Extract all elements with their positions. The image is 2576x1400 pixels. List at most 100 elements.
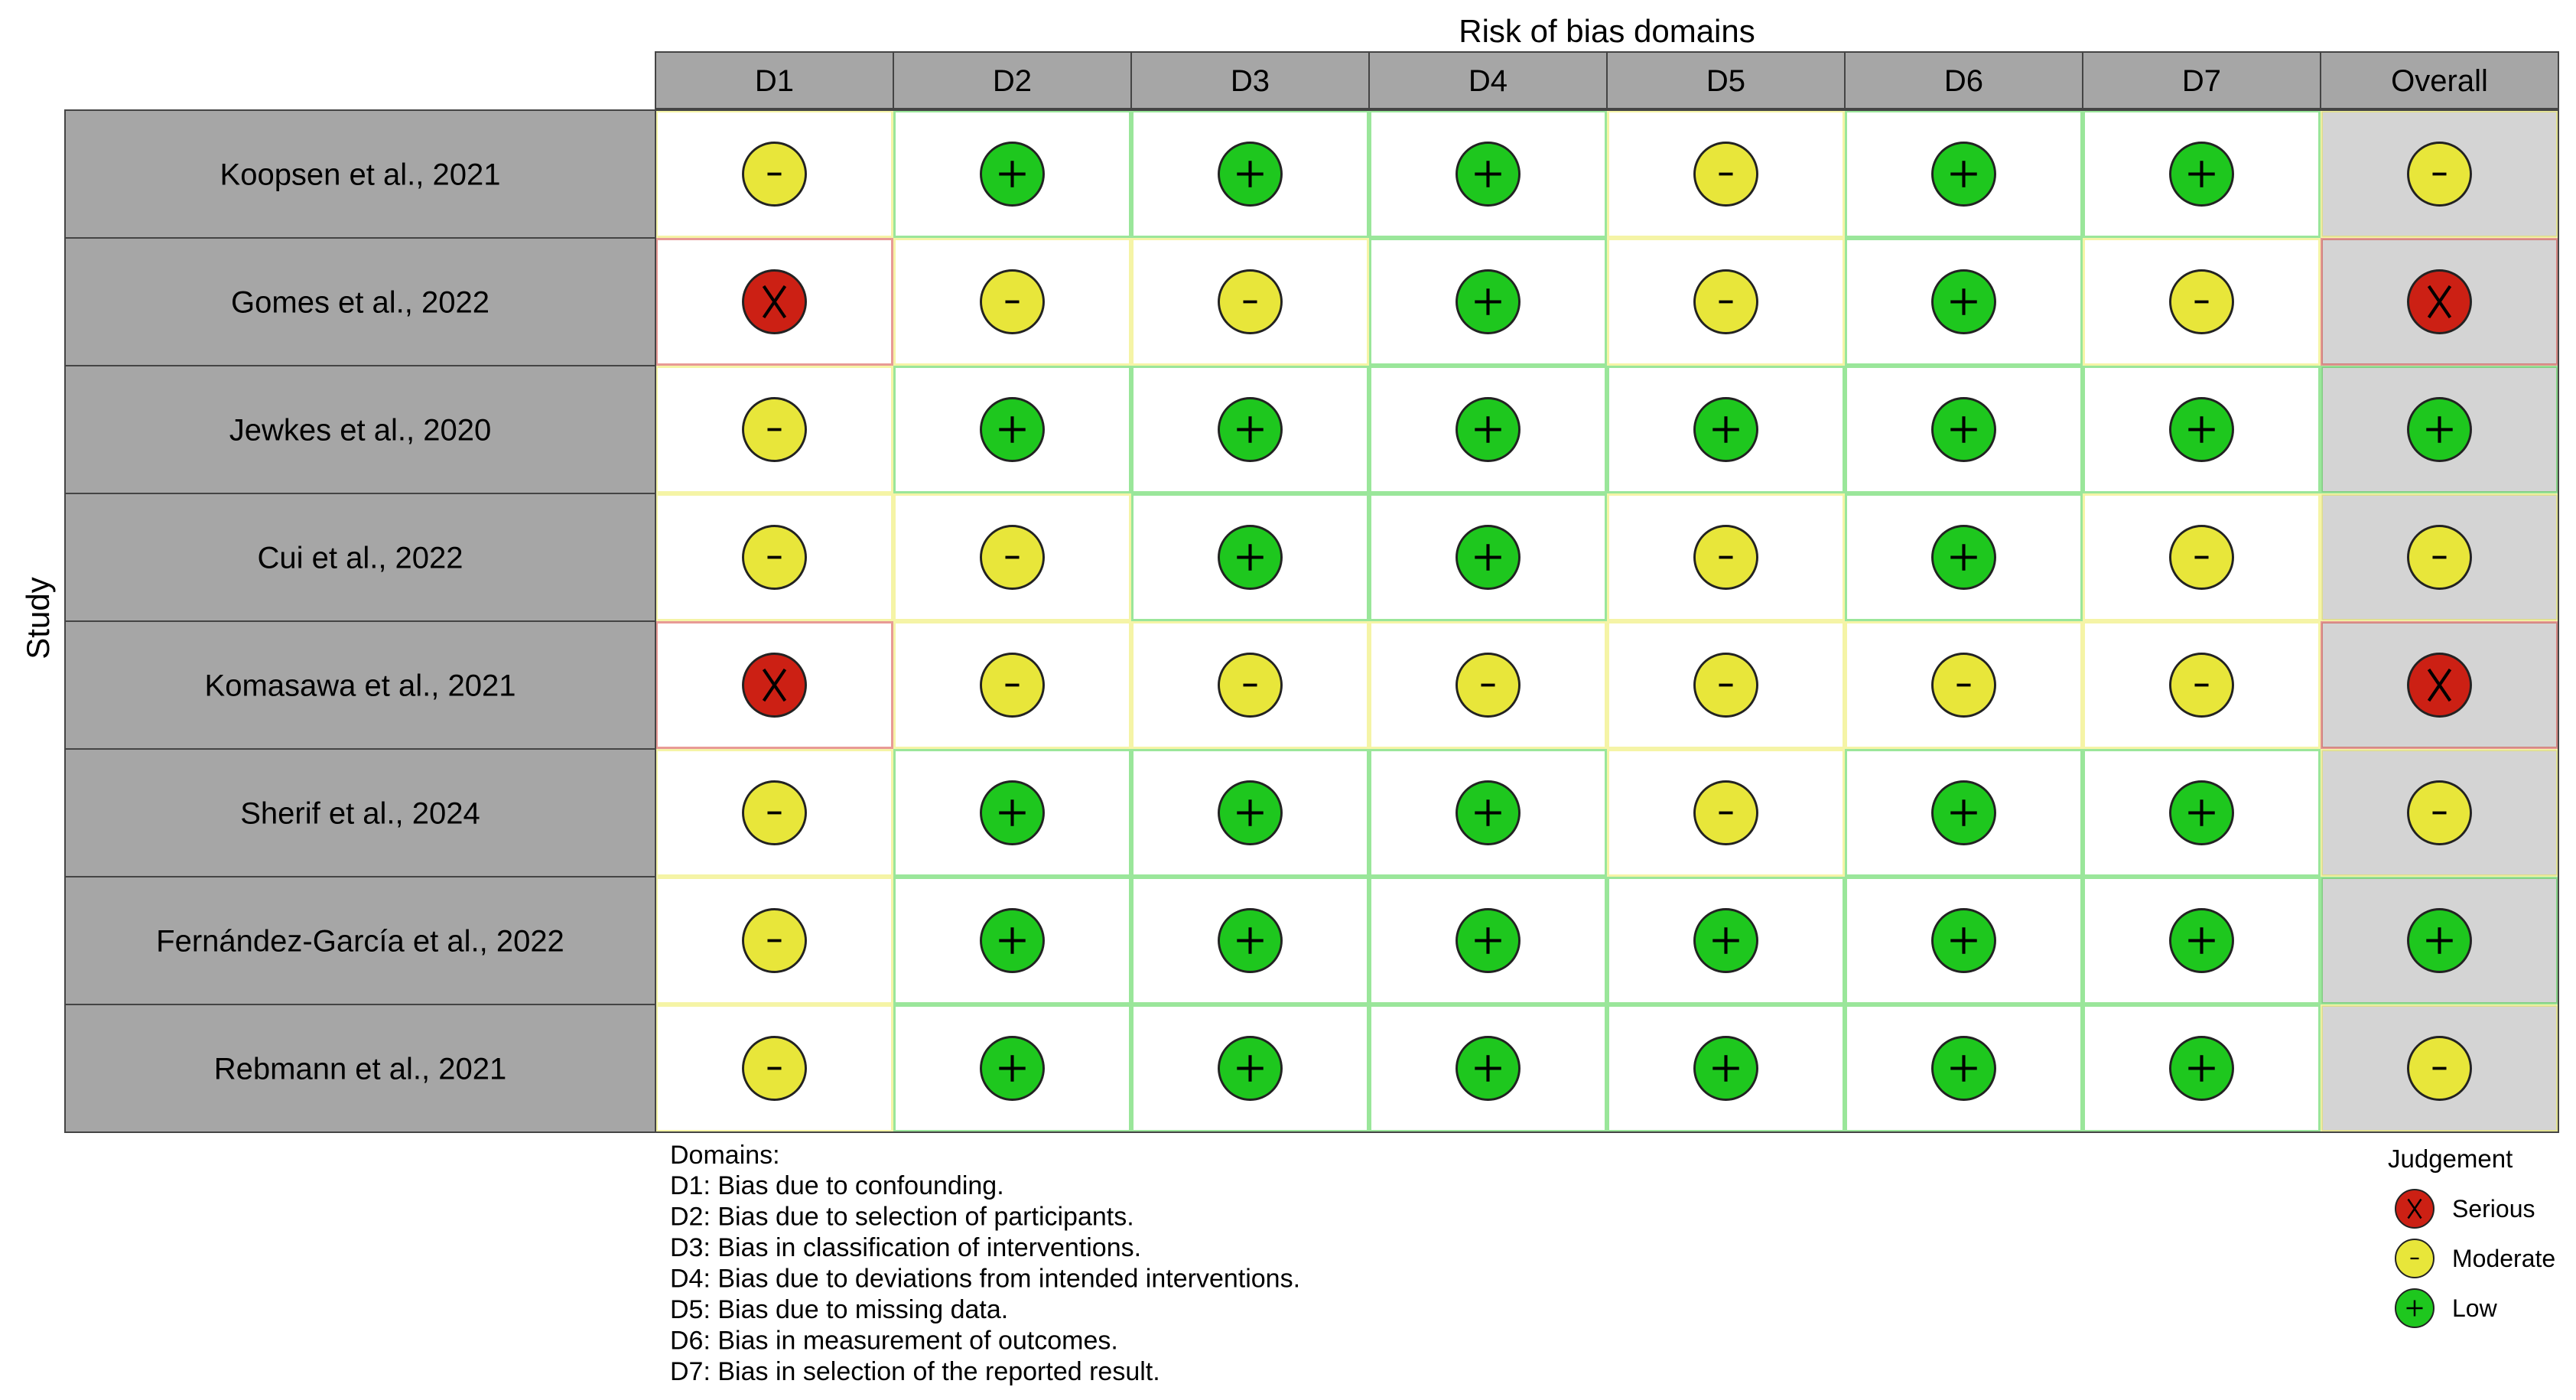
judgement-low-d5 [1693,1036,1758,1101]
legend-moderate-symbol [2395,1239,2435,1278]
study-label-cell [64,237,656,366]
judgement-moderate-d5 [1693,142,1758,207]
judgement-low-d3 [1218,142,1283,207]
plus-icon [1475,927,1501,954]
column-header-d4: D4 [1368,51,1608,109]
judgement-low-d3 [1218,780,1283,845]
judgement-cell [2321,877,2558,1004]
plus-icon [1950,288,1977,315]
domains-title: Domains: [670,1141,780,1170]
plus-icon [999,927,1026,954]
judgement-serious-d1 [742,653,807,718]
study-row: Rebmann et al., 2021 [64,1004,2558,1133]
domain-definition: D6: Bias in measurement of outcomes. [670,1327,1118,1356]
judgement-moderate-d1 [742,525,807,590]
study-label: Sherif et al., 2024 [240,797,480,831]
judgement-low-d4 [1456,142,1521,207]
column-header-cell [2320,51,2559,109]
domains-key: Domains: D1: Bias due to confounding. D2:… [670,1141,1300,1386]
column-header-label: D2 [993,64,1032,98]
judgement-cell [893,110,1131,238]
plus-icon [2426,416,2453,443]
judgement-low-d3 [1218,397,1283,462]
plus-icon [999,799,1026,826]
column-header-label: D7 [2182,64,2221,98]
study-label: Gomes et al., 2022 [231,286,490,320]
plus-icon [999,416,1026,443]
judgement-low-d4 [1456,780,1521,845]
plus-icon [999,1055,1026,1082]
column-header-d2: D2 [893,51,1132,109]
column-header-label: D1 [755,64,794,98]
column-header-cell [893,51,1132,109]
judgement-moderate-d1 [742,780,807,845]
judgement-low-d7 [2169,780,2234,845]
plus-icon [2188,927,2215,954]
domain-definition: D1: Bias due to confounding. [670,1171,1004,1200]
judgement-low-d2 [980,1036,1045,1101]
judgement-low-d6 [1931,780,1996,845]
legend-label-moderate: Moderate [2452,1245,2555,1272]
plus-icon [1950,161,1977,187]
study-label: Cui et al., 2022 [257,542,463,575]
judgement-moderate-d1 [742,397,807,462]
legend-serious-symbol [2395,1189,2435,1229]
judgement-low-d5 [1693,397,1758,462]
plus-icon [1950,544,1977,571]
judgement-serious-overall [2407,653,2472,718]
cross-icon [2427,668,2452,702]
column-header-d7: D7 [2082,51,2321,109]
cross-icon [762,668,787,702]
judgement-moderate-d1 [742,1036,807,1101]
plus-icon [1950,799,1977,826]
column-header-label: D6 [1944,64,1983,98]
judgement-low-overall [2407,397,2472,462]
judgement-low-d5 [1693,908,1758,973]
judgement-serious-overall [2407,269,2472,334]
judgement-low-d2 [980,780,1045,845]
judgement-moderate-d6 [1931,653,1996,718]
judgement-serious-d1 [742,269,807,334]
column-header-d5: D5 [1606,51,1846,109]
domain-definition: D4: Bias due to deviations from intended… [670,1265,1300,1294]
plus-icon [1237,416,1264,443]
judgement-moderate-d7 [2169,653,2234,718]
judgement-low-d3 [1218,525,1283,590]
judgement-low-d4 [1456,908,1521,973]
judgement-moderate-d1 [742,908,807,973]
column-header-d3: D3 [1130,51,1370,109]
legend-title: Judgement [2388,1144,2513,1173]
study-row: Gomes et al., 2022 [64,237,2558,366]
plus-icon [1475,288,1501,315]
study-label-cell [64,493,656,622]
plus-icon [1475,416,1501,443]
plus-icon [1475,799,1501,826]
domain-definition: D2: Bias due to selection of participant… [670,1203,1134,1232]
judgement-moderate-d2 [980,653,1045,718]
judgement-moderate-d7 [2169,269,2234,334]
plus-icon [1950,1055,1977,1082]
cross-icon [2407,1198,2422,1219]
judgement-low-d6 [1931,142,1996,207]
judgement-moderate-d1 [742,142,807,207]
plus-icon [999,161,1026,187]
plus-icon [1950,927,1977,954]
study-label-cell [64,620,656,750]
domain-definition: D3: Bias in classification of interventi… [670,1233,1141,1262]
column-header-cell [1606,51,1846,109]
judgement-moderate-d4 [1456,653,1521,718]
column-header-cell [655,51,894,109]
column-header-cell [1130,51,1370,109]
judgement-low-d2 [980,908,1045,973]
judgement-moderate-d5 [1693,269,1758,334]
legend-label-serious: Serious [2452,1195,2535,1223]
plus-icon [1950,416,1977,443]
judgement-low-d7 [2169,1036,2234,1101]
judgement-moderate-overall [2407,525,2472,590]
judgement-low-d3 [1218,1036,1283,1101]
chart-title: Risk of bias domains [1459,13,1755,49]
column-header-label: D5 [1706,64,1745,98]
plus-icon [1475,161,1501,187]
plus-icon [1712,1055,1739,1082]
plus-icon [2188,1055,2215,1082]
